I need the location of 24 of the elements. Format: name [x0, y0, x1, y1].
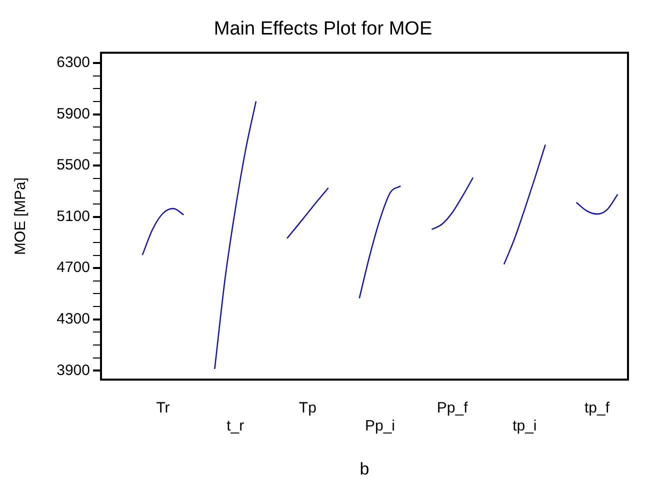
x-tick-label: Pp_f: [436, 400, 469, 417]
x-tick-label: tp_i: [512, 418, 537, 435]
y-tick-label: 5100: [56, 208, 90, 225]
line-series: [214, 100, 257, 370]
line-series: [503, 144, 546, 265]
y-tick-label: 4300: [56, 310, 90, 328]
y-tick-label: 5900: [56, 105, 90, 122]
y-tick-label: 4700: [56, 259, 90, 276]
line-series: [576, 194, 618, 215]
x-tick-label: tp_f: [584, 400, 610, 417]
y-axis-title: MOE [MPa]: [12, 177, 30, 255]
line-series: [142, 208, 184, 256]
chart-title: Main Effects Plot for MOE: [214, 18, 432, 40]
x-axis-title: b: [360, 459, 370, 478]
y-tick-label: 5500: [56, 156, 90, 174]
x-tick-label: t_r: [226, 418, 244, 435]
x-tick-label: Tr: [156, 400, 170, 417]
line-series: [431, 177, 474, 230]
line-series: [358, 185, 402, 299]
y-tick-label: 3900: [56, 362, 90, 379]
line-series: [286, 187, 329, 239]
x-tick-label: Pp_i: [364, 418, 396, 435]
y-tick-label: 6300: [56, 54, 90, 72]
x-tick-label: Tp: [298, 400, 316, 417]
